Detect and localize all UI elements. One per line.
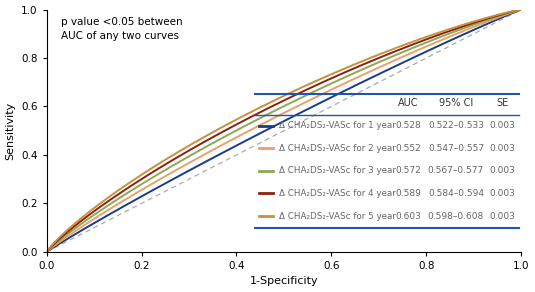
Text: 0.003: 0.003 bbox=[490, 144, 515, 153]
Text: 0.603: 0.603 bbox=[395, 211, 422, 220]
Text: 0.003: 0.003 bbox=[490, 211, 515, 220]
Text: 0.572: 0.572 bbox=[395, 166, 422, 175]
Text: 0.003: 0.003 bbox=[490, 166, 515, 175]
Text: Δ CHA₂DS₂-VASc for 2 year: Δ CHA₂DS₂-VASc for 2 year bbox=[279, 144, 396, 153]
Text: 95% CI: 95% CI bbox=[439, 98, 473, 108]
Text: 0.522–0.533: 0.522–0.533 bbox=[428, 121, 484, 130]
Text: 0.552: 0.552 bbox=[395, 144, 422, 153]
Text: SE: SE bbox=[496, 98, 508, 108]
Text: 0.003: 0.003 bbox=[490, 189, 515, 198]
Text: p value <0.05 between
AUC of any two curves: p value <0.05 between AUC of any two cur… bbox=[61, 17, 182, 41]
Text: 0.589: 0.589 bbox=[395, 189, 422, 198]
Text: 0.598–0.608: 0.598–0.608 bbox=[428, 211, 484, 220]
Text: Δ CHA₂DS₂-VASc for 1 year: Δ CHA₂DS₂-VASc for 1 year bbox=[279, 121, 396, 130]
Text: Δ CHA₂DS₂-VASc for 4 year: Δ CHA₂DS₂-VASc for 4 year bbox=[279, 189, 396, 198]
Y-axis label: Sensitivity: Sensitivity bbox=[5, 102, 16, 160]
Text: 0.584–0.594: 0.584–0.594 bbox=[428, 189, 484, 198]
Text: Δ CHA₂DS₂-VASc for 5 year: Δ CHA₂DS₂-VASc for 5 year bbox=[279, 211, 396, 220]
Text: 0.547–0.557: 0.547–0.557 bbox=[428, 144, 484, 153]
Text: 0.567–0.577: 0.567–0.577 bbox=[428, 166, 484, 175]
Text: 0.003: 0.003 bbox=[490, 121, 515, 130]
X-axis label: 1-Specificity: 1-Specificity bbox=[250, 277, 318, 286]
Text: Δ CHA₂DS₂-VASc for 3 year: Δ CHA₂DS₂-VASc for 3 year bbox=[279, 166, 396, 175]
Text: 0.528: 0.528 bbox=[395, 121, 422, 130]
Text: AUC: AUC bbox=[398, 98, 419, 108]
